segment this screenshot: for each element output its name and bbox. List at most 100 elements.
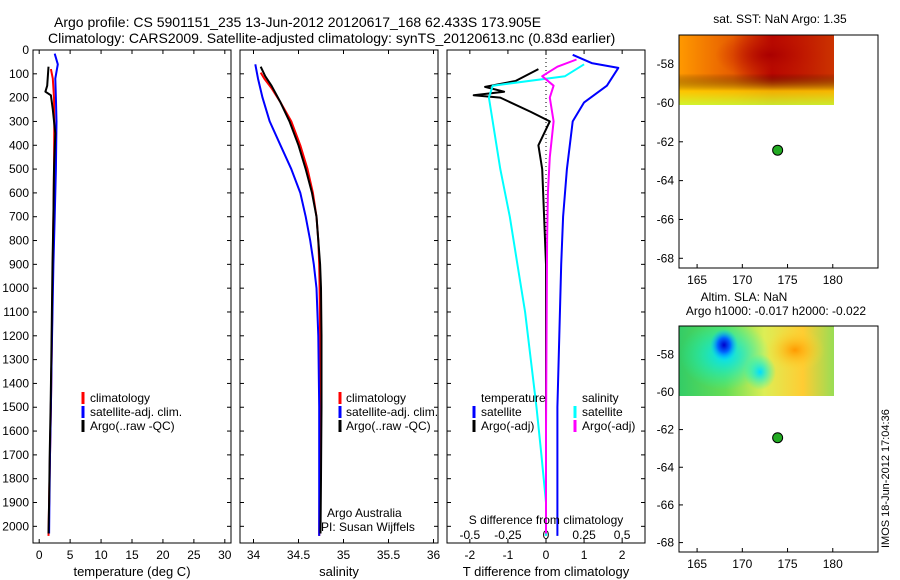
sst-cold-edge: [679, 35, 834, 105]
depth-tick-label: 200: [9, 91, 29, 105]
xtick-label: 0: [543, 548, 550, 562]
legend-argo-label: Argo(..raw -QC): [346, 419, 431, 433]
depth-tick-label: 1300: [2, 353, 29, 367]
series-line-salinity-climatology: [259, 72, 322, 536]
series-line-salinity-argo-raw-qc-: [259, 66, 323, 534]
sst-map-axes: [678, 34, 879, 269]
xtick-label: -2: [465, 548, 476, 562]
temperature-legend: climatology satellite-adj. clim. Argo(..…: [81, 391, 182, 433]
depth-tick-label: 700: [9, 210, 29, 224]
map-xtick-label: 175: [778, 273, 798, 287]
xtick-label: 36: [427, 548, 441, 562]
series-line-salinity-satellite-adj-clim-: [254, 64, 321, 536]
xtick-label: 34: [247, 548, 261, 562]
temperature-axes: [32, 49, 232, 544]
side-stamp: IMOS 18-Jun-2012 17:04:36: [880, 409, 892, 548]
series-layer: [44, 53, 784, 536]
salinity-xlabel: salinity: [319, 564, 359, 579]
series-line-difference-salinity-argo-adj-: [541, 58, 577, 534]
difference-xlabel: T difference from climatology: [463, 564, 630, 579]
depth-tick-label: 1200: [2, 329, 29, 343]
series-line-temperature-argo-raw-qc-: [44, 66, 57, 534]
map-ytick-label: -68: [657, 251, 675, 265]
depth-tick-label: 1500: [2, 400, 29, 414]
depth-tick-label: 1400: [2, 376, 29, 390]
map-ytick-label: -62: [657, 423, 675, 437]
legend-sal-argo-label: Argo(-adj): [582, 419, 635, 433]
legend-satellite-label: satellite-adj. clim.: [346, 405, 438, 419]
depth-tick-label: 1900: [2, 496, 29, 510]
map-ytick-label: -66: [657, 212, 675, 226]
map-xtick-label: 180: [823, 557, 843, 571]
xtick-label: 0: [36, 548, 43, 562]
map-ytick-label: -60: [657, 96, 675, 110]
depth-tick-label: 300: [9, 114, 29, 128]
xtick2-label: 0.25: [572, 528, 596, 542]
depth-tick-label: 500: [9, 162, 29, 176]
xtick-label: 5: [67, 548, 74, 562]
depth-tick-label: 800: [9, 234, 29, 248]
sst-map-title: sat. SST: NaN Argo: 1.35: [713, 12, 847, 26]
sla-map-subtitle: Argo h1000: -0.017 h2000: -0.022: [686, 304, 866, 318]
difference-legend: temperature salinity satellite Argo(-adj…: [472, 391, 635, 433]
map-ytick-label: -58: [657, 347, 675, 361]
map-xtick-label: 180: [823, 273, 843, 287]
axis-ticks-layer: 0100200300400500600700800900100011001200…: [2, 43, 843, 571]
legend-satellite-label: satellite-adj. clim.: [90, 405, 182, 419]
xtick-label: 15: [125, 548, 139, 562]
depth-tick-label: 600: [9, 186, 29, 200]
legend-salinity-title: salinity: [582, 391, 619, 405]
credit-institution: Argo Australia: [327, 506, 402, 520]
sla-low-eddy: [710, 329, 738, 361]
xtick-label: 35.5: [377, 548, 401, 562]
series-line-difference-salinity-satellite: [487, 63, 585, 536]
difference-xlabel2: S difference from climatology: [469, 513, 624, 527]
depth-tick-label: 400: [9, 138, 29, 152]
legend-temp-argo-label: Argo(-adj): [481, 419, 534, 433]
map-xtick-label: 170: [732, 273, 752, 287]
map-xtick-label: 175: [778, 557, 798, 571]
legend-climatology-label: climatology: [346, 391, 406, 405]
legend-temp-satellite-label: satellite: [481, 405, 522, 419]
sst-heatmap: [679, 35, 834, 105]
map-xtick-label: 170: [732, 557, 752, 571]
credit-pi: PI: Susan Wijffels: [321, 520, 415, 534]
xtick-label: 20: [156, 548, 170, 562]
series-line-difference-temperature-argo-adj-: [472, 68, 551, 534]
xtick-label: 1: [581, 548, 588, 562]
map-ytick-label: -64: [657, 174, 675, 188]
sla-map-axes: [678, 325, 879, 553]
xtick-label: 35: [337, 548, 351, 562]
xtick-label: 10: [94, 548, 108, 562]
map-ytick-label: -62: [657, 135, 675, 149]
figure-title-line1: Argo profile: CS 5901151_235 13-Jun-2012…: [54, 14, 541, 30]
depth-tick-label: 1800: [2, 472, 29, 486]
sla-high-patch: [765, 328, 825, 372]
legend-climatology-label: climatology: [90, 391, 150, 405]
depth-tick-label: 1700: [2, 448, 29, 462]
xtick-label: 25: [187, 548, 201, 562]
map-ytick-label: -60: [657, 385, 675, 399]
salinity-legend: climatology satellite-adj. clim. Argo(..…: [321, 391, 438, 534]
xtick2-label: -0.25: [494, 528, 522, 542]
xtick2-label: 0.5: [614, 528, 631, 542]
sla-heatmap: [679, 326, 834, 396]
map-ytick-label: -64: [657, 460, 675, 474]
figure-title-line2: Climatology: CARS2009. Satellite-adjuste…: [48, 30, 615, 46]
map-xtick-label: 165: [687, 273, 707, 287]
depth-tick-label: 2000: [2, 519, 29, 533]
sla-map-title: Altim. SLA: NaN: [701, 290, 788, 304]
map-ytick-label: -58: [657, 57, 675, 71]
xtick-label: -1: [503, 548, 514, 562]
map-ytick-label: -68: [657, 536, 675, 550]
legend-argo-label: Argo(..raw -QC): [90, 419, 175, 433]
float-position-marker: [772, 144, 784, 156]
xtick-label: 30: [218, 548, 232, 562]
xtick2-label: -0.5: [460, 528, 481, 542]
map-ytick-label: -66: [657, 498, 675, 512]
depth-tick-label: 900: [9, 257, 29, 271]
depth-tick-label: 0: [22, 43, 29, 57]
legend-sal-satellite-label: satellite: [582, 405, 623, 419]
salinity-axes: [239, 49, 439, 544]
